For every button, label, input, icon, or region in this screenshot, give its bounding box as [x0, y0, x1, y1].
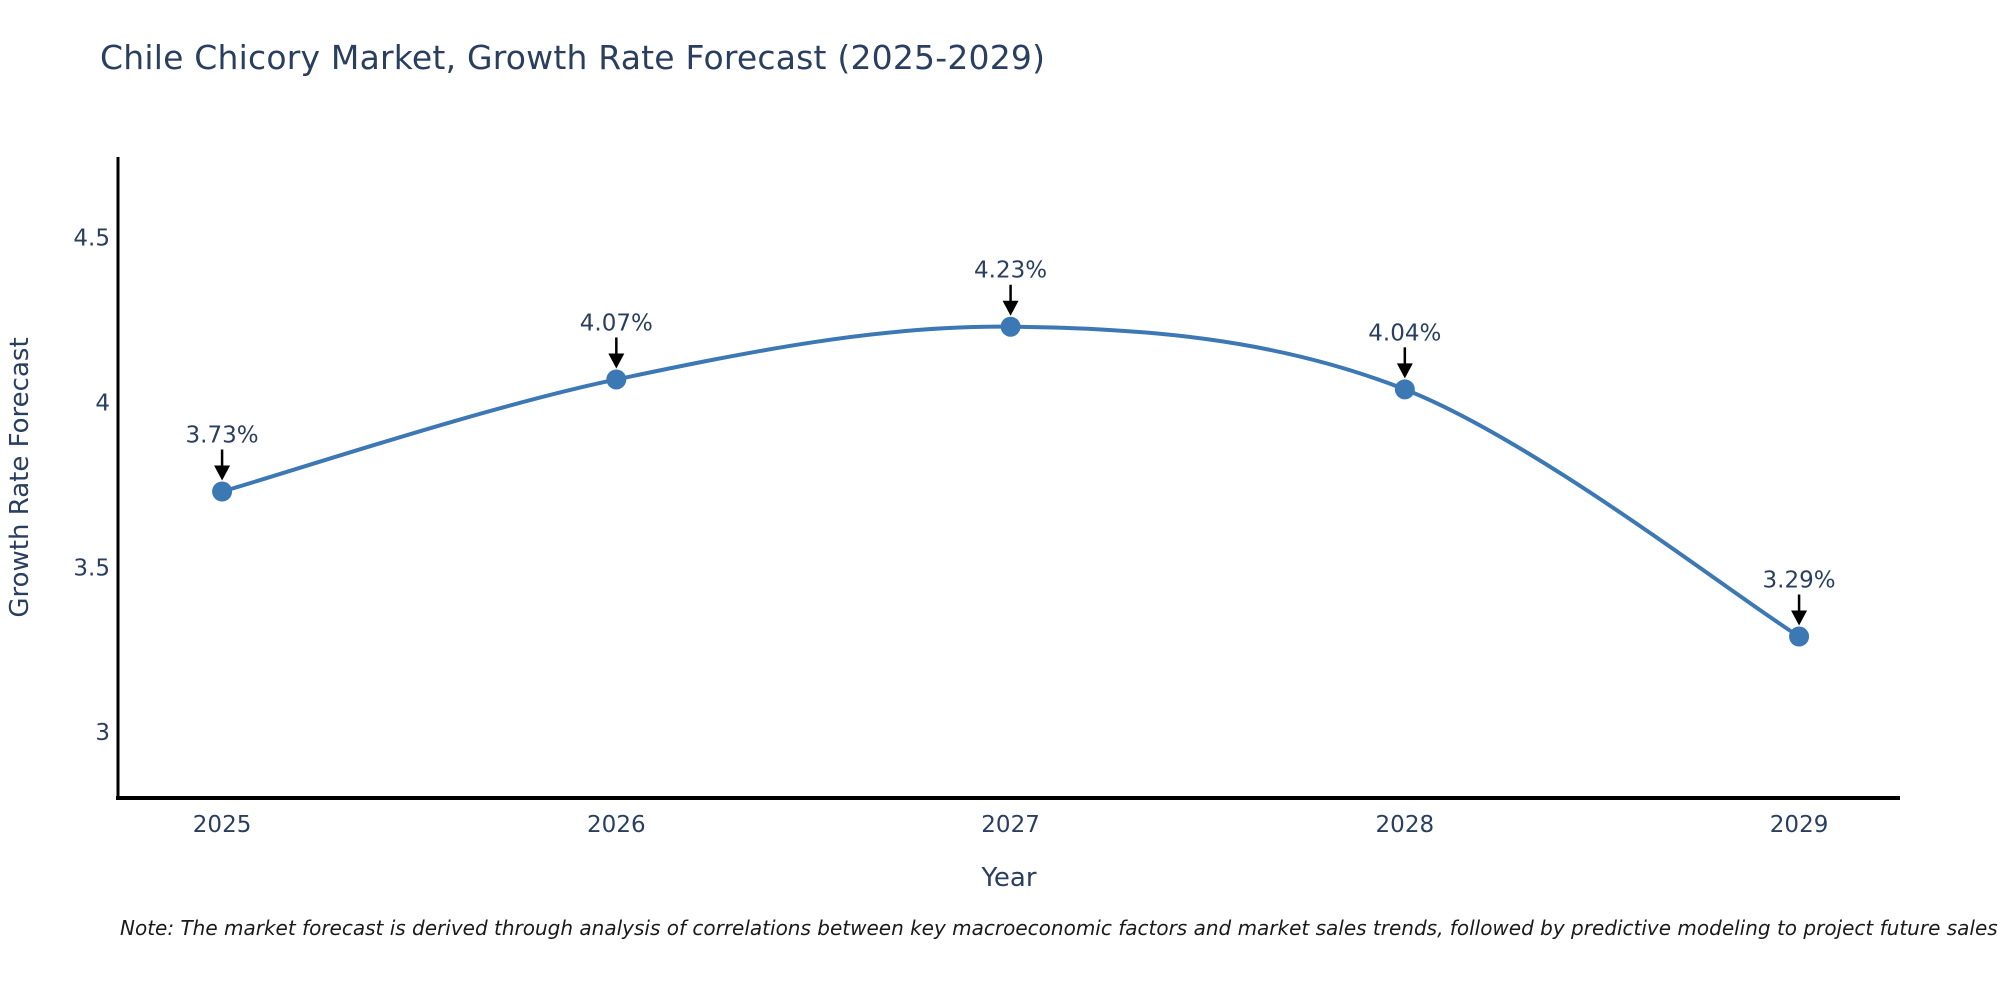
y-axis-title: Growth Rate Forecast: [5, 337, 35, 617]
point-value-label: 3.73%: [186, 423, 259, 449]
forecast-line: [220, 324, 1802, 639]
y-tick-label: 3: [95, 720, 110, 746]
data-point-2026[interactable]: [606, 369, 627, 390]
x-tick-label: 2027: [981, 812, 1040, 838]
y-tick-label: 3.5: [73, 555, 110, 581]
x-tick-label: 2025: [193, 812, 252, 838]
x-tick-label: 2029: [1770, 812, 1829, 838]
x-tick-label: 2028: [1376, 812, 1435, 838]
annotation-arrowhead-icon: [608, 353, 625, 369]
data-point-2029[interactable]: [1789, 626, 1810, 647]
data-point-2028[interactable]: [1394, 379, 1415, 400]
point-value-label: 4.23%: [974, 258, 1047, 284]
point-value-label: 3.29%: [1763, 568, 1836, 594]
point-value-label: 4.04%: [1368, 320, 1441, 346]
annotation-arrowhead-icon: [214, 465, 231, 481]
data-point-2025[interactable]: [212, 481, 233, 502]
footnote: Note: The market forecast is derived thr…: [120, 916, 1998, 940]
annotation-arrowhead-icon: [1002, 300, 1019, 316]
x-axis-title: Year: [980, 863, 1036, 893]
annotation-arrowhead-icon: [1791, 610, 1808, 626]
annotation-arrowhead-icon: [1396, 363, 1413, 379]
y-tick-label: 4: [95, 391, 110, 417]
data-point-2027[interactable]: [1000, 316, 1021, 337]
point-value-label: 4.07%: [580, 310, 653, 336]
y-tick-label: 4.5: [73, 226, 110, 252]
chart-title: Chile Chicory Market, Growth Rate Foreca…: [100, 38, 1046, 77]
x-tick-label: 2026: [587, 812, 646, 838]
